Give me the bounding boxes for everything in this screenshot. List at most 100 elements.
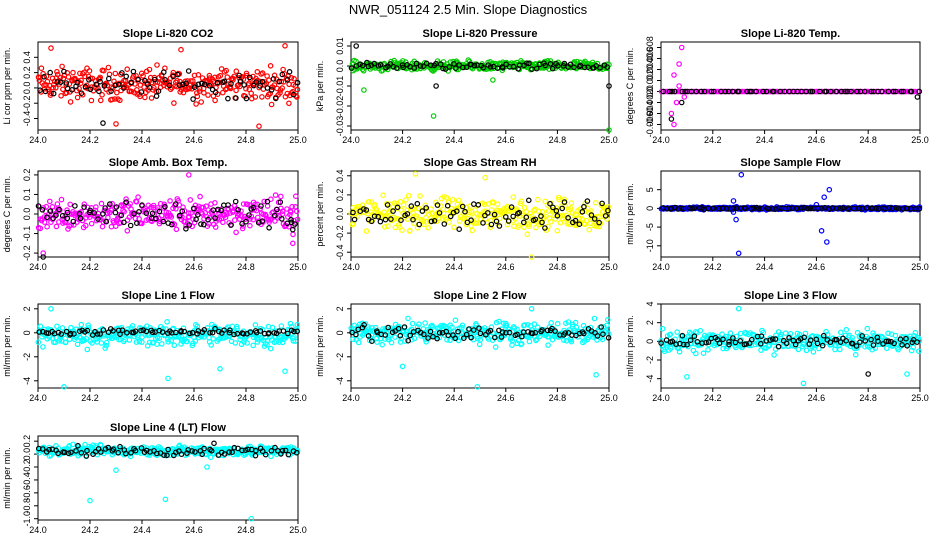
data-point — [129, 322, 136, 329]
data-point — [88, 97, 95, 104]
data-point — [374, 339, 380, 345]
data-point — [134, 220, 140, 227]
data-point — [422, 202, 429, 209]
data-point — [671, 121, 677, 128]
x-tick-label: 24.4 — [133, 393, 151, 403]
data-point — [502, 214, 509, 220]
data-point — [892, 88, 899, 95]
data-point — [100, 211, 106, 217]
data-point — [243, 218, 249, 225]
data-point — [55, 329, 62, 336]
data-point — [156, 335, 163, 342]
panel-9: Slope Line 3 Flow ml/min per min. 24.0 24.2… — [625, 290, 929, 403]
data-point — [189, 223, 196, 230]
data-point — [282, 368, 288, 375]
data-point — [50, 215, 57, 222]
data-point — [471, 329, 478, 336]
data-point — [272, 444, 278, 451]
x-tick-label: 24.2 — [704, 393, 722, 403]
data-point — [97, 78, 103, 85]
data-point — [673, 99, 680, 106]
data-point — [93, 204, 99, 210]
data-point — [148, 95, 155, 101]
series-black — [350, 197, 611, 233]
data-point — [41, 219, 48, 225]
data-point — [83, 222, 89, 229]
data-point — [597, 65, 603, 71]
y-tick-label: 0.004 — [645, 58, 655, 81]
data-point — [678, 205, 685, 212]
data-point — [710, 205, 717, 212]
data-point — [175, 333, 182, 339]
data-point — [142, 77, 148, 84]
data-point — [227, 327, 233, 334]
data-point — [103, 339, 110, 346]
data-point — [240, 201, 247, 207]
data-point — [487, 64, 494, 70]
data-point — [277, 199, 284, 205]
data-point — [161, 452, 167, 459]
data-point — [144, 207, 151, 214]
data-point — [727, 330, 734, 337]
panel-8: Slope Line 2 Flow ml/min per min. 24.0 24.2… — [315, 290, 618, 403]
data-point — [584, 198, 591, 204]
data-point — [120, 85, 127, 91]
data-point — [800, 380, 807, 387]
data-point — [606, 83, 612, 89]
data-point — [498, 334, 505, 340]
data-point — [861, 88, 868, 95]
data-point — [124, 66, 131, 73]
data-point — [221, 327, 227, 334]
data-point — [86, 68, 93, 74]
data-point — [875, 88, 881, 95]
y-axis-label: ml/min per min. — [625, 183, 635, 245]
data-point — [185, 210, 192, 216]
data-point — [238, 208, 244, 214]
x-tick-label: 24.0 — [342, 262, 360, 272]
y-tick-label: -10 — [645, 239, 655, 252]
data-point — [525, 197, 532, 204]
data-point — [402, 59, 409, 65]
y-tick-label: -0.2 — [335, 225, 345, 241]
data-point — [365, 333, 372, 339]
data-point — [115, 449, 122, 456]
data-point — [183, 80, 189, 87]
data-point — [480, 64, 487, 71]
data-point — [363, 228, 370, 234]
data-point — [35, 203, 42, 209]
data-point — [561, 60, 568, 67]
data-point — [890, 88, 897, 95]
data-point — [885, 338, 892, 345]
data-point — [123, 450, 129, 457]
x-tick-label: 24.0 — [342, 135, 360, 145]
data-point — [554, 228, 561, 234]
data-point — [44, 214, 50, 221]
data-point — [558, 203, 565, 209]
data-point — [795, 346, 802, 353]
data-point — [140, 327, 147, 333]
data-point — [277, 193, 284, 200]
series-yellow — [348, 171, 612, 260]
data-point — [171, 342, 178, 349]
data-point — [70, 441, 76, 448]
data-point — [588, 212, 595, 218]
plot-frame — [660, 41, 921, 131]
data-point — [488, 207, 495, 213]
data-point — [526, 223, 533, 230]
data-point — [107, 209, 113, 216]
data-point — [604, 322, 610, 329]
data-point — [726, 338, 732, 345]
data-point — [188, 210, 194, 216]
data-point — [146, 66, 153, 73]
data-point — [252, 322, 259, 328]
data-point — [471, 62, 478, 69]
y-tick-label: 0.01 — [335, 37, 345, 55]
data-point — [807, 205, 814, 212]
data-point — [271, 212, 278, 219]
data-point — [524, 231, 531, 238]
data-point — [87, 207, 94, 214]
data-point — [446, 219, 453, 226]
data-point — [458, 202, 465, 209]
data-point — [399, 227, 405, 234]
data-point — [186, 222, 193, 228]
